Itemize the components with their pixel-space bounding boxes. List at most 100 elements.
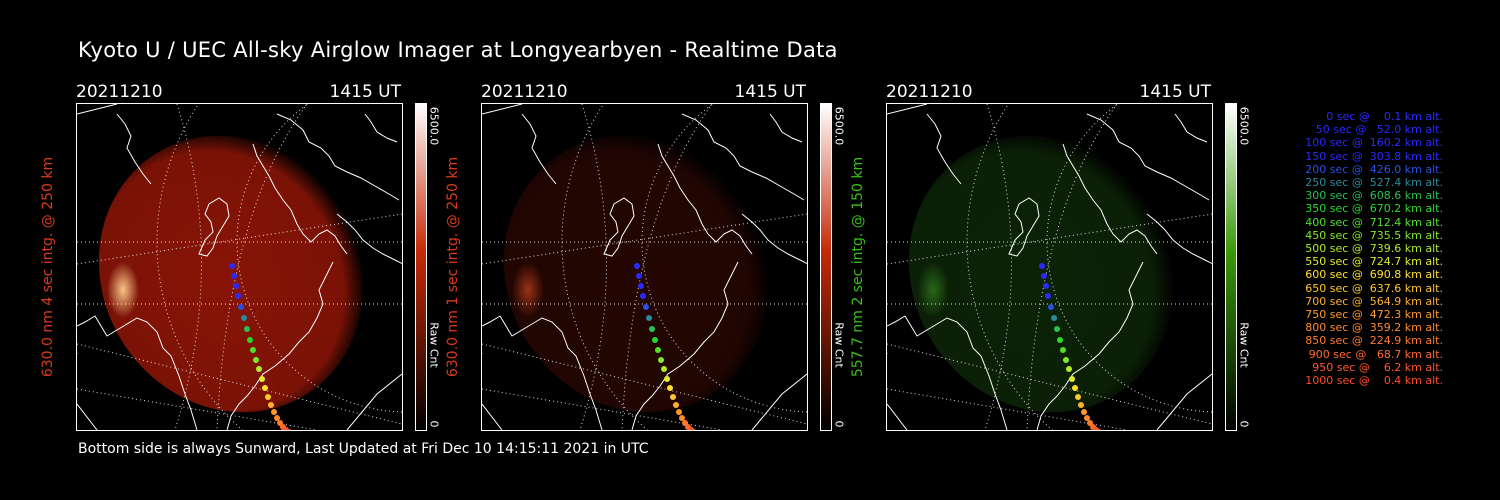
trajectory-point: [664, 376, 670, 382]
footer-note: Bottom side is always Sunward, Last Upda…: [78, 441, 649, 457]
legend-entry: 400 sec @ 712.4 km alt.: [1305, 215, 1443, 229]
legend-entry: 800 sec @ 359.2 km alt.: [1305, 321, 1443, 335]
trajectory-point: [636, 273, 642, 279]
trajectory-point: [238, 304, 244, 310]
legend-entry: 700 sec @ 564.9 km alt.: [1305, 294, 1443, 308]
aurora-patch: [107, 262, 139, 318]
field-of-view: [503, 135, 769, 413]
trajectory-point: [640, 293, 646, 299]
graticule: [887, 104, 1212, 430]
trajectory-point: [1054, 326, 1060, 332]
coastline: [77, 113, 402, 430]
trajectory-point: [661, 366, 667, 372]
legend-entry: 900 sec @ 68.7 km alt.: [1308, 347, 1443, 361]
legend-entry: 650 sec @ 637.6 km alt.: [1305, 281, 1443, 295]
trajectory-point: [271, 409, 277, 415]
trajectory-point: [1039, 263, 1045, 269]
aurora-patch: [917, 262, 949, 318]
trajectory-point: [1041, 273, 1047, 279]
coastline: [482, 113, 807, 430]
page-title: Kyoto U / UEC All-sky Airglow Imager at …: [78, 38, 838, 62]
trajectory-point: [673, 402, 679, 408]
panel-557nm-2sec: 20211210 1415 UT 557.7 nm 2 sec intg. @ …: [850, 82, 1306, 432]
legend-entry: 1000 sec @ 0.4 km alt.: [1305, 374, 1443, 388]
panel-630nm-1sec: 20211210 1415 UT 630.0 nm 1 sec intg. @ …: [445, 82, 901, 432]
legend-entry: 300 sec @ 608.6 km alt.: [1305, 189, 1443, 203]
trajectory-point: [235, 293, 241, 299]
trajectory-point: [247, 337, 253, 343]
trajectory-point: [634, 263, 640, 269]
panel-time: 1415 UT: [734, 82, 807, 102]
trajectory-point: [262, 385, 268, 391]
legend-entry: 200 sec @ 426.0 km alt.: [1305, 162, 1443, 176]
trajectory-point: [259, 376, 265, 382]
coastline: [887, 113, 1212, 430]
allsky-image: [886, 103, 1213, 431]
trajectory-point: [652, 337, 658, 343]
legend-entry: 450 sec @ 735.5 km alt.: [1305, 228, 1443, 242]
trajectory-point: [1078, 402, 1084, 408]
trajectory-point: [688, 427, 694, 430]
colorbar: [1225, 103, 1237, 431]
trajectory-point: [253, 357, 259, 363]
panel-630nm-4sec: 20211210 1415 UT 630.0 nm 4 sec intg. @ …: [40, 82, 496, 432]
allsky-map: [482, 104, 807, 430]
panel-time: 1415 UT: [1139, 82, 1212, 102]
trajectory-point: [646, 315, 652, 321]
field-of-view: [908, 135, 1174, 413]
colorbar: [820, 103, 832, 431]
panel-time: 1415 UT: [329, 82, 402, 102]
trajectory-point: [1048, 304, 1054, 310]
trajectory-point: [265, 394, 271, 400]
trajectory-point: [1045, 293, 1051, 299]
trajectory-legend: 0 sec @ 0.1 km alt. 50 sec @ 52.0 km alt.…: [1250, 110, 1443, 387]
legend-entry: 750 sec @ 472.3 km alt.: [1305, 308, 1443, 322]
legend-entry: 850 sec @ 224.9 km alt.: [1305, 334, 1443, 348]
panel-date: 20211210: [886, 82, 973, 102]
trajectory-point: [658, 357, 664, 363]
trajectory-point: [283, 427, 289, 430]
trajectory-point: [691, 429, 697, 430]
allsky-image: [481, 103, 808, 431]
trajectory-point: [649, 326, 655, 332]
trajectory-point: [1084, 415, 1090, 421]
panel-date: 20211210: [76, 82, 163, 102]
field-of-view: [98, 135, 364, 413]
trajectory-point: [1057, 337, 1063, 343]
trajectory-point: [667, 385, 673, 391]
aurora-patch: [512, 262, 544, 318]
graticule: [77, 104, 402, 430]
trajectory-point: [1063, 357, 1069, 363]
trajectory-point: [1051, 315, 1057, 321]
edge-ticks: [887, 104, 1212, 430]
trajectory-point: [1093, 427, 1099, 430]
allsky-map: [77, 104, 402, 430]
edge-ticks: [482, 104, 807, 430]
legend-entry: 50 sec @ 52.0 km alt.: [1315, 123, 1443, 137]
trajectory-point: [655, 347, 661, 353]
trajectory-point: [274, 415, 280, 421]
legend-entry: 0 sec @ 0.1 km alt.: [1326, 110, 1443, 123]
legend-entry: 350 sec @ 670.2 km alt.: [1305, 202, 1443, 216]
trajectory-point: [241, 315, 247, 321]
trajectory-point: [1066, 366, 1072, 372]
trajectory-point: [643, 304, 649, 310]
legend-entry: 600 sec @ 690.8 km alt.: [1305, 268, 1443, 282]
trajectory-point: [268, 402, 274, 408]
trajectory-point: [244, 326, 250, 332]
trajectory-point: [1072, 385, 1078, 391]
trajectory-point: [286, 429, 292, 430]
trajectory-point: [1096, 429, 1102, 430]
trajectory-point: [231, 273, 237, 279]
trajectory-point: [679, 415, 685, 421]
panel-ylabel-text: 630.0 nm 1 sec intg. @ 250 km: [445, 156, 461, 378]
legend-entry: 950 sec @ 6.2 km alt.: [1312, 360, 1443, 374]
legend-entry: 550 sec @ 724.7 km alt.: [1305, 255, 1443, 269]
legend-entry: 500 sec @ 739.6 km alt.: [1305, 242, 1443, 256]
trajectory-point: [1043, 283, 1049, 289]
trajectory-point: [1081, 409, 1087, 415]
trajectory-point: [676, 409, 682, 415]
trajectory-point: [638, 283, 644, 289]
trajectory-point: [229, 263, 235, 269]
legend-entry: 100 sec @ 160.2 km alt.: [1305, 136, 1443, 150]
